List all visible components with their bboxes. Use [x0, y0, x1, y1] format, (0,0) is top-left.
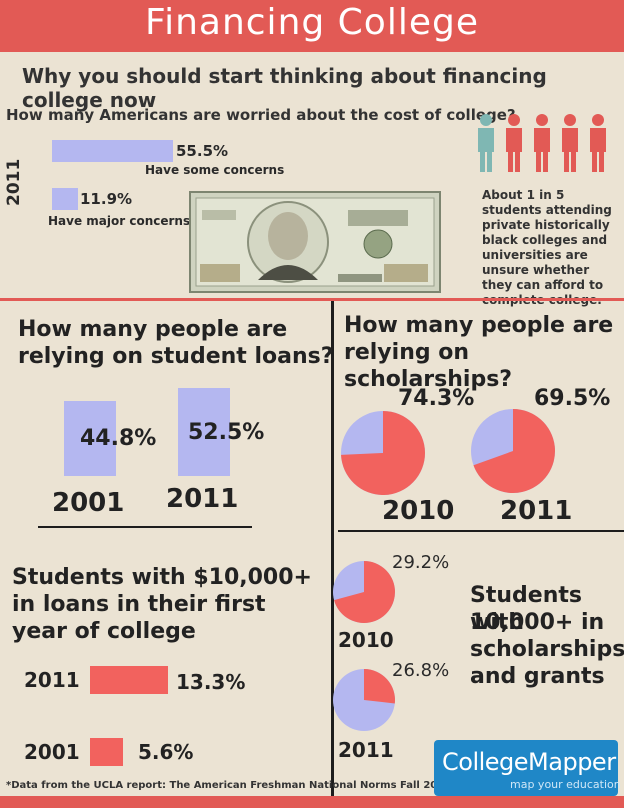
concern-bar-some — [52, 140, 173, 162]
loans-baseline — [38, 526, 252, 528]
person-icon — [534, 114, 550, 172]
scholarships-baseline — [338, 530, 624, 532]
footer-band — [0, 796, 624, 808]
loan-value-2001: 44.8% — [80, 426, 157, 451]
loans10k-bar-2001 — [90, 738, 123, 766]
concern-value-major: 11.9% — [80, 190, 133, 208]
footnote: *Data from the UCLA report: The American… — [6, 780, 452, 791]
logo-sub-text: map your education — [510, 778, 621, 791]
scholar10k-heading-line3: scholarships — [470, 637, 624, 662]
concern-bar-major — [52, 188, 78, 210]
scholarship-year-2010: 2010 — [382, 496, 455, 526]
scholar10k-heading-line4: and grants — [470, 664, 605, 689]
loans10k-year-2011: 2011 — [24, 668, 80, 692]
loan-bar-2011 — [178, 388, 230, 476]
person-icon — [506, 114, 522, 172]
scholar10k-heading-line2: 10,000+ in — [470, 610, 605, 635]
loans10k-heading-line3: year of college — [12, 619, 196, 644]
scholar10k-year-2011: 2011 — [338, 738, 394, 762]
scholarships-heading-line2: relying on scholarships? — [344, 340, 513, 392]
people-icons — [478, 114, 606, 172]
scholarship-year-2011: 2011 — [500, 496, 573, 526]
loan-year-2001: 2001 — [52, 488, 125, 518]
concern-label-major: Have major concerns — [48, 214, 191, 228]
scholar10k-pie-2011 — [333, 669, 395, 731]
pie-2011-slice — [473, 409, 555, 493]
header-banner — [0, 0, 624, 52]
scholarship-value-2011: 69.5% — [534, 386, 611, 411]
page-title: Financing College — [144, 2, 479, 43]
loans-heading-line1: How many people are — [18, 317, 288, 342]
scholar10k-pie-2010 — [333, 561, 395, 623]
concern-value-some: 55.5% — [176, 142, 229, 160]
loans10k-heading-line2: in loans in their first — [12, 592, 266, 617]
pie-2010-slice — [341, 411, 425, 495]
person-icon — [562, 114, 578, 172]
pie-2011 — [471, 409, 555, 493]
loans10k-bar-2011 — [90, 666, 168, 694]
scholar10k-heading-line1: Students with — [470, 583, 582, 635]
concern-label-some: Have some concerns — [145, 163, 285, 177]
scholar10k-year-2010: 2010 — [338, 628, 394, 652]
loan-value-2011: 52.5% — [188, 420, 265, 445]
scholarships-heading-line1: How many people are — [344, 313, 614, 338]
loan-year-2011: 2011 — [166, 484, 239, 514]
hbcu-note: About 1 in 5 students attending private … — [482, 188, 612, 307]
loans-heading-line2: relying on student loans? — [18, 344, 334, 369]
loans10k-heading-line1: Students with $10,000+ — [12, 565, 312, 590]
loans10k-value-2001: 5.6% — [138, 740, 194, 764]
concerns-year: 2011 — [4, 158, 24, 206]
person-icon-highlight — [478, 114, 494, 172]
logo-main-text: CollegeMapper — [442, 748, 616, 776]
pie-2010 — [341, 411, 425, 495]
vertical-divider — [331, 301, 334, 796]
loans10k-year-2001: 2001 — [24, 740, 80, 764]
loans10k-value-2011: 13.3% — [176, 670, 246, 694]
loan-bar-2001 — [64, 401, 116, 476]
scholar10k-pie-2011-slice — [364, 669, 395, 704]
collegemapper-logo[interactable] — [434, 740, 618, 796]
scholarship-value-2010: 74.3% — [398, 386, 475, 411]
concerns-question: How many Americans are worried about the… — [6, 106, 516, 124]
person-icon — [590, 114, 606, 172]
hundred-dollar-bill-illustration — [189, 191, 441, 293]
page-subtitle: Why you should start thinking about fina… — [22, 64, 547, 112]
scholar10k-pie-2010-slice — [334, 561, 395, 623]
section-divider — [0, 298, 624, 301]
scholar10k-value-2011: 26.8% — [392, 660, 450, 681]
scholar10k-value-2010: 29.2% — [392, 552, 450, 573]
